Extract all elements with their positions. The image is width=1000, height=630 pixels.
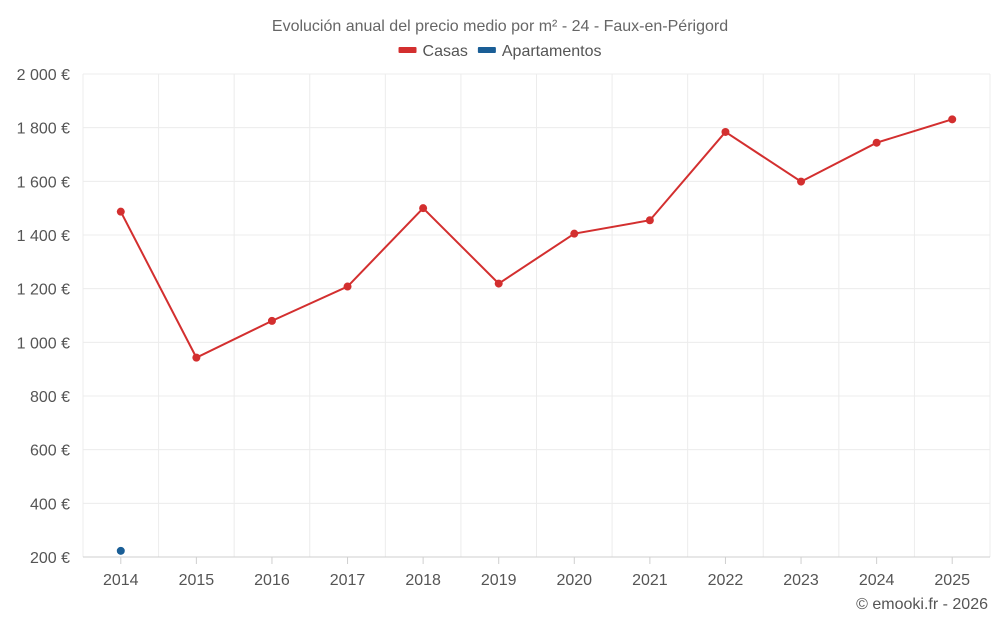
x-tick-label: 2022	[708, 572, 744, 589]
chart-series	[116, 115, 957, 555]
data-point-casas[interactable]	[948, 115, 957, 124]
data-point-casas[interactable]	[116, 207, 125, 216]
x-tick-label: 2018	[405, 572, 441, 589]
x-tick-label: 2016	[254, 572, 290, 589]
x-tick-label: 2019	[481, 572, 517, 589]
x-tick-label: 2020	[556, 572, 592, 589]
data-point-casas[interactable]	[721, 127, 730, 136]
x-tick-label: 2021	[632, 572, 668, 589]
data-point-casas[interactable]	[419, 204, 428, 213]
data-point-apartamentos[interactable]	[116, 546, 125, 555]
data-point-casas[interactable]	[192, 353, 201, 362]
y-tick-label: 1 000 €	[17, 335, 70, 352]
y-axis: 200 € 400 € 600 € 800 € 1 000 € 1 200 € 1 400 …	[17, 67, 70, 567]
series-line-casas	[119, 118, 953, 359]
chart-legend: Casas Apartamentos	[398, 43, 602, 60]
copyright-credit: © emooki.fr - 2026	[856, 596, 988, 613]
chart-grid	[82, 73, 991, 558]
y-tick-label: 800 €	[30, 389, 70, 406]
y-tick-label: 1 800 €	[17, 121, 70, 138]
data-point-casas[interactable]	[797, 177, 806, 186]
legend-item-casas[interactable]: Casas	[398, 43, 468, 60]
data-point-casas[interactable]	[343, 282, 352, 291]
x-tick-label: 2025	[934, 572, 970, 589]
y-tick-label: 200 €	[30, 550, 70, 567]
x-tick-label: 2017	[330, 572, 366, 589]
y-tick-label: 1 600 €	[17, 174, 70, 191]
y-tick-label: 1 400 €	[17, 228, 70, 245]
legend-label: Apartamentos	[502, 43, 602, 60]
legend-swatch	[477, 47, 496, 53]
y-tick-label: 2 000 €	[17, 67, 70, 84]
y-tick-label: 1 200 €	[17, 282, 70, 299]
data-point-casas[interactable]	[494, 279, 503, 288]
y-tick-label: 600 €	[30, 443, 70, 460]
legend-label: Casas	[423, 43, 468, 60]
x-tick-label: 2015	[179, 572, 215, 589]
x-tick-label: 2014	[103, 572, 139, 589]
data-point-casas[interactable]	[645, 216, 654, 225]
legend-item-apartamentos[interactable]: Apartamentos	[477, 43, 602, 60]
data-point-casas[interactable]	[267, 316, 276, 325]
data-point-casas[interactable]	[570, 229, 579, 238]
x-axis: 2014 2015 2016 2017 2018 2019 2020 2021 2022 2023…	[83, 556, 990, 589]
x-tick-label: 2024	[859, 572, 895, 589]
x-tick-label: 2023	[783, 572, 819, 589]
chart-title: Evolución anual del precio medio por m² …	[272, 18, 728, 35]
legend-swatch	[398, 47, 417, 53]
data-point-casas[interactable]	[872, 138, 881, 147]
y-tick-label: 400 €	[30, 496, 70, 513]
